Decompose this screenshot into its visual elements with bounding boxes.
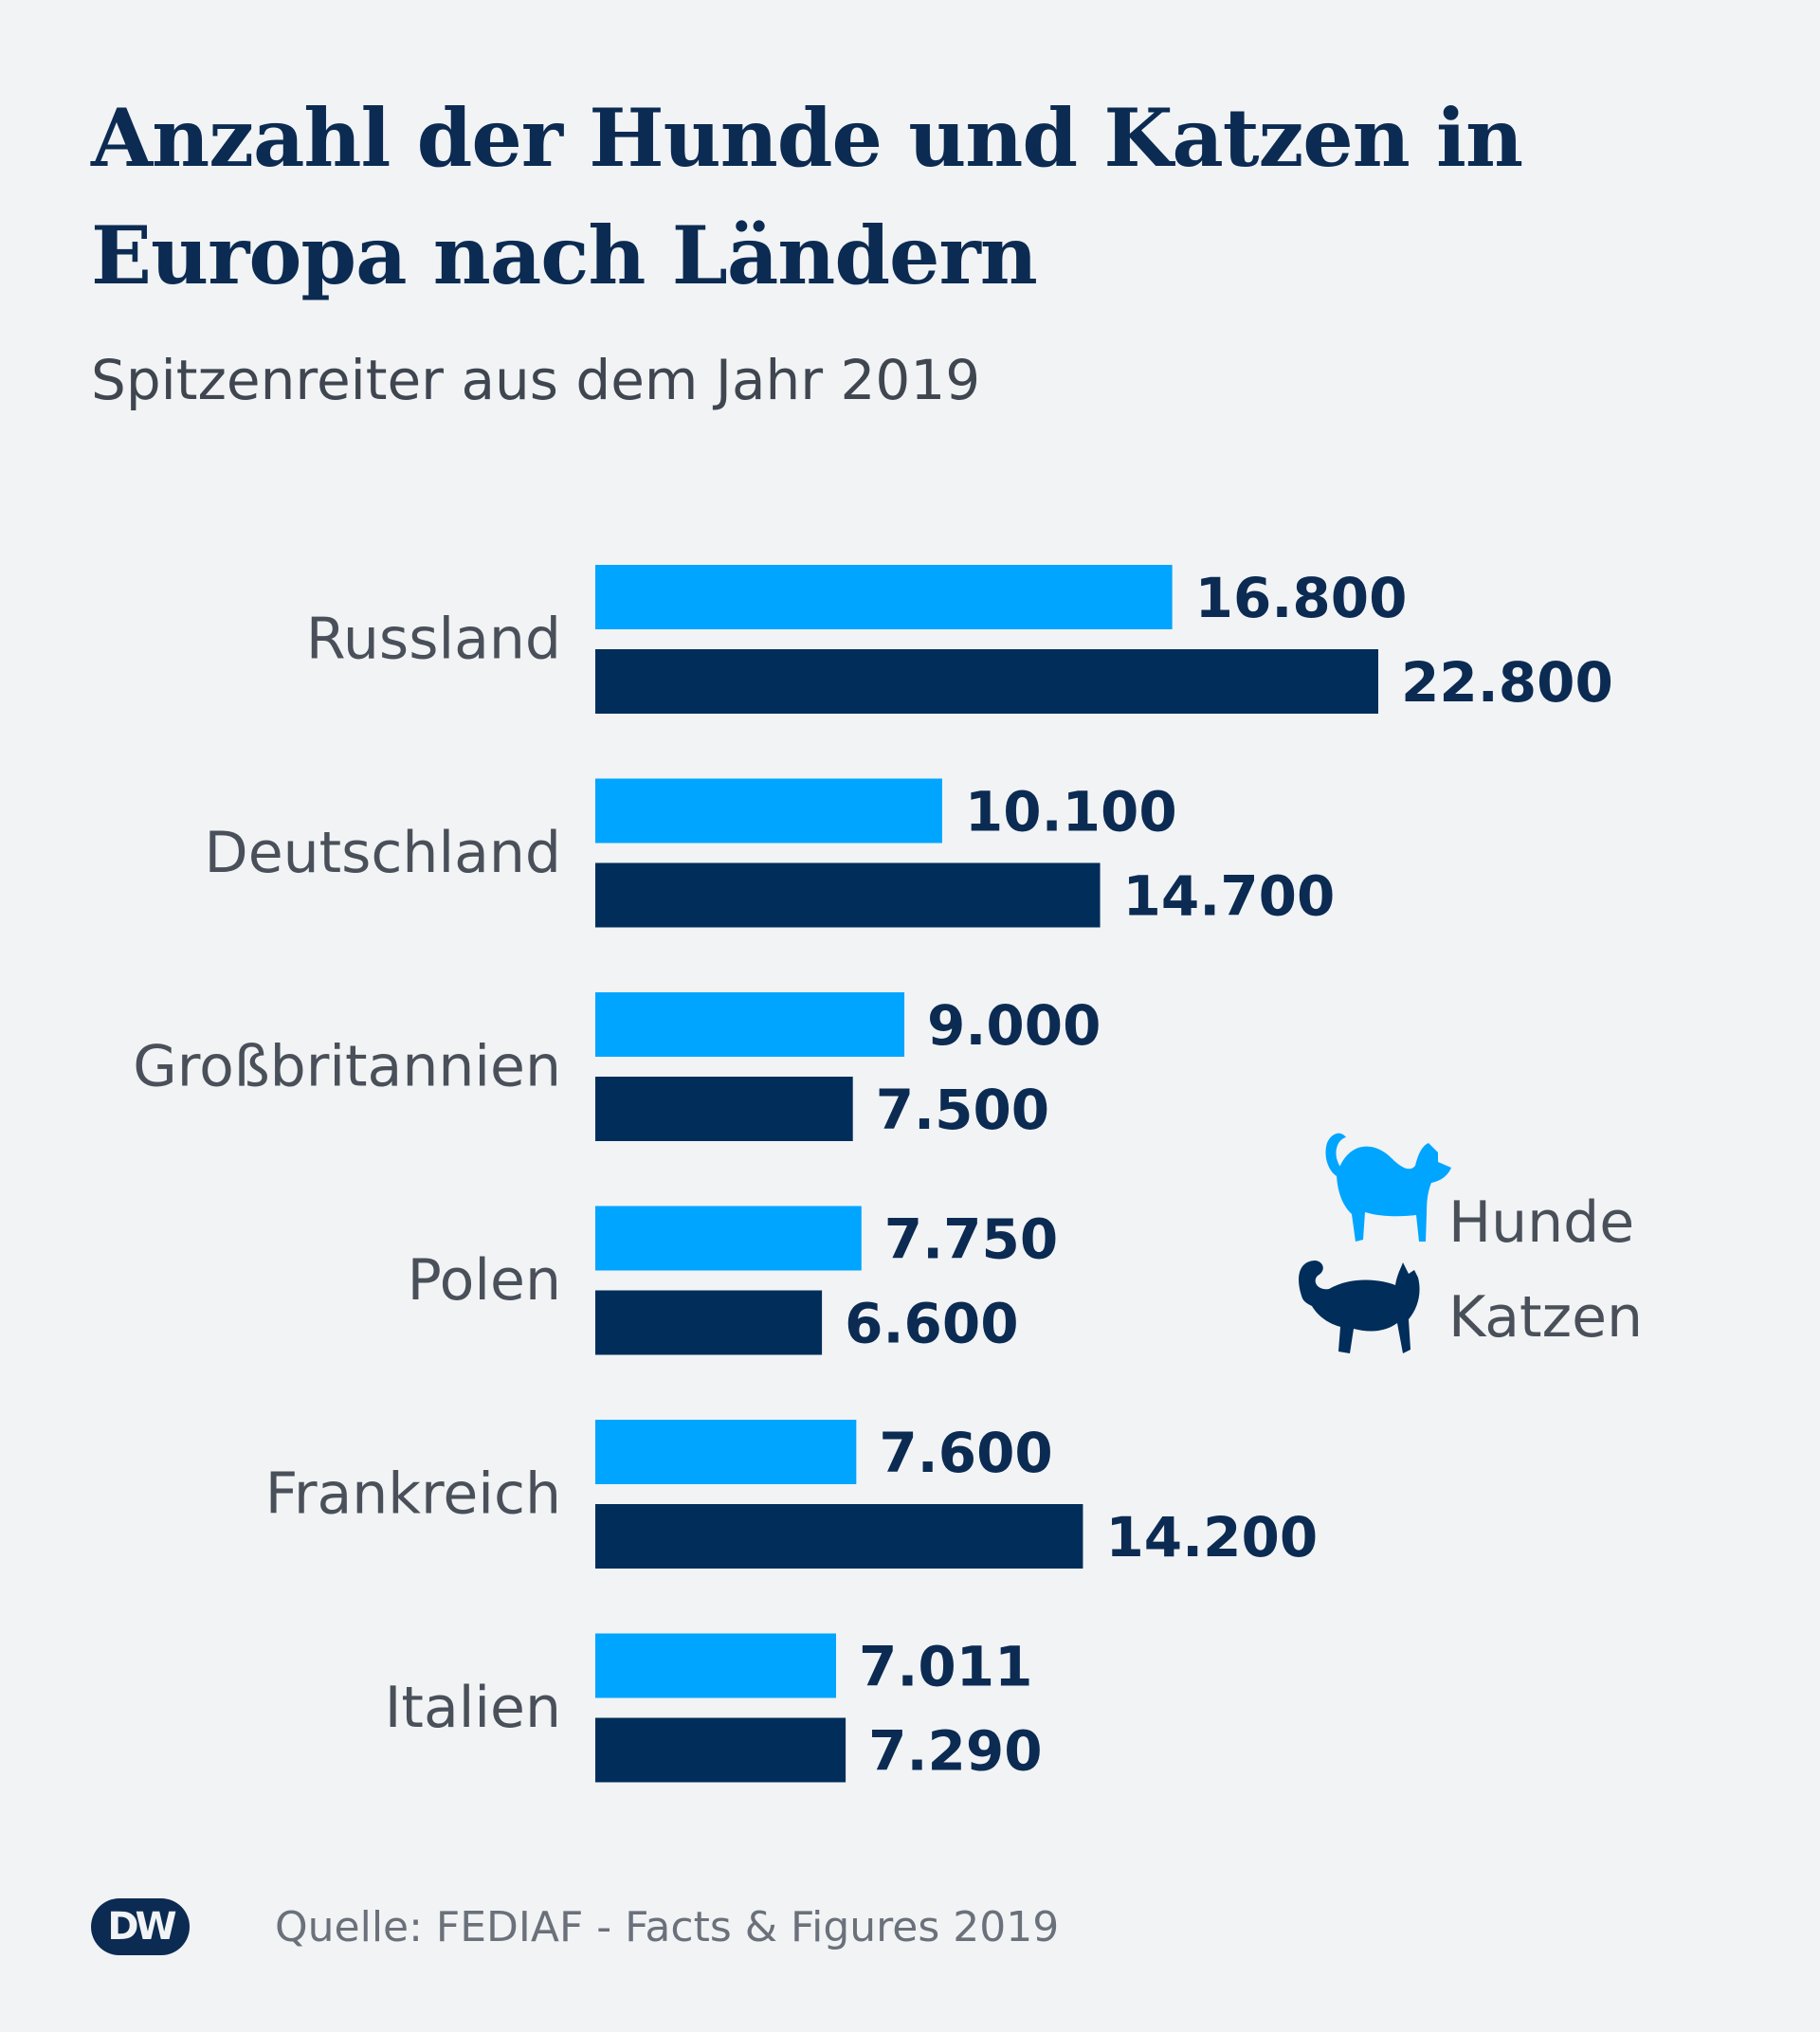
bar-dog-deutschland xyxy=(595,778,942,844)
value-label-dog-gro-britannien: 9.000 xyxy=(927,993,1101,1058)
footer: DW Quelle: FEDIAF - Facts & Figures 2019 xyxy=(91,1894,1059,1960)
category-label-polen: Polen xyxy=(408,1247,561,1314)
legend-label-dogs: Hunde xyxy=(1448,1189,1634,1256)
value-label-dog-polen: 7.750 xyxy=(884,1207,1058,1272)
bar-cat-italien xyxy=(595,1717,846,1783)
bar-dog-frankreich xyxy=(595,1420,857,1484)
legend-label-cats: Katzen xyxy=(1448,1284,1643,1351)
value-label-dog-russland: 16.800 xyxy=(1195,566,1408,630)
category-label-russland: Russland xyxy=(306,607,561,673)
value-label-cat-frankreich: 14.200 xyxy=(1105,1505,1318,1569)
bar-cat-frankreich xyxy=(595,1504,1083,1569)
cat-icon xyxy=(1299,1261,1420,1353)
legend: Hunde Katzen xyxy=(1299,1133,1643,1353)
value-label-dog-frankreich: 7.600 xyxy=(879,1421,1052,1485)
category-label-frankreich: Frankreich xyxy=(265,1461,561,1528)
chart-title: Anzahl der Hunde und Katzen in Europa na… xyxy=(91,91,1523,302)
value-label-dog-deutschland: 10.100 xyxy=(965,780,1177,844)
bar-cat-russland xyxy=(595,649,1378,714)
bar-chart: Russland 16.800 22.800 Deutschland 10.100 14.… xyxy=(133,565,1643,1784)
bar-cat-deutschland xyxy=(595,862,1101,928)
value-label-cat-italien: 7.290 xyxy=(868,1719,1042,1784)
value-label-dog-italien: 7.011 xyxy=(859,1635,1032,1699)
value-label-cat-deutschland: 14.700 xyxy=(1123,864,1336,929)
value-label-cat-russland: 22.800 xyxy=(1401,650,1613,715)
bar-cat-polen xyxy=(595,1290,823,1355)
category-label-gro-britannien: Großbritannien xyxy=(133,1034,561,1100)
dw-logo: DW xyxy=(91,1898,190,1955)
source-note: Quelle: FEDIAF - Facts & Figures 2019 xyxy=(275,1902,1060,1951)
bar-cat-gro-britannien xyxy=(595,1077,853,1141)
bar-dog-russland xyxy=(595,565,1173,629)
chart-subtitle: Spitzenreiter aus dem Jahr 2019 xyxy=(91,348,981,412)
category-label-italien: Italien xyxy=(385,1675,561,1741)
value-label-cat-gro-britannien: 7.500 xyxy=(876,1078,1049,1142)
bar-dog-italien xyxy=(595,1633,836,1698)
category-label-deutschland: Deutschland xyxy=(205,820,562,886)
dog-icon xyxy=(1325,1133,1451,1242)
bar-dog-polen xyxy=(595,1206,862,1271)
bar-dog-gro-britannien xyxy=(595,992,905,1057)
value-label-cat-polen: 6.600 xyxy=(845,1292,1018,1356)
